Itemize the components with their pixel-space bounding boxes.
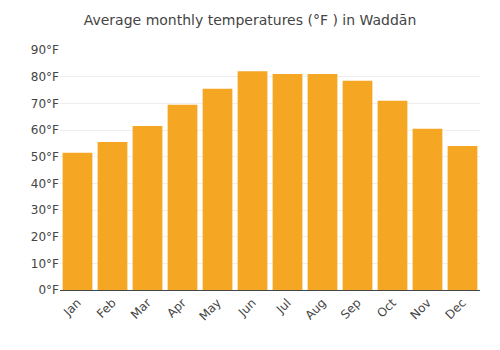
svg-text:Jun: Jun (235, 296, 259, 320)
svg-text:Nov: Nov (407, 296, 433, 322)
svg-text:20°F: 20°F (31, 230, 59, 244)
svg-text:Average monthly temperatures (: Average monthly temperatures (°F ) in Wa… (84, 12, 417, 28)
svg-text:0°F: 0°F (38, 283, 59, 297)
svg-text:60°F: 60°F (31, 123, 59, 137)
svg-text:90°F: 90°F (31, 43, 59, 57)
svg-text:Feb: Feb (94, 296, 119, 321)
svg-text:Aug: Aug (302, 296, 328, 322)
svg-text:Mar: Mar (128, 296, 154, 322)
svg-text:Jan: Jan (60, 296, 84, 320)
svg-text:70°F: 70°F (31, 97, 59, 111)
svg-text:Dec: Dec (443, 296, 469, 322)
svg-text:Oct: Oct (374, 296, 399, 321)
svg-text:Apr: Apr (164, 296, 189, 321)
svg-text:80°F: 80°F (31, 70, 59, 84)
svg-text:Jul: Jul (273, 296, 294, 317)
svg-text:40°F: 40°F (31, 177, 59, 191)
svg-text:50°F: 50°F (31, 150, 59, 164)
svg-text:Sep: Sep (338, 296, 364, 322)
svg-text:10°F: 10°F (31, 257, 59, 271)
svg-text:30°F: 30°F (31, 203, 59, 217)
svg-text:May: May (196, 296, 223, 323)
